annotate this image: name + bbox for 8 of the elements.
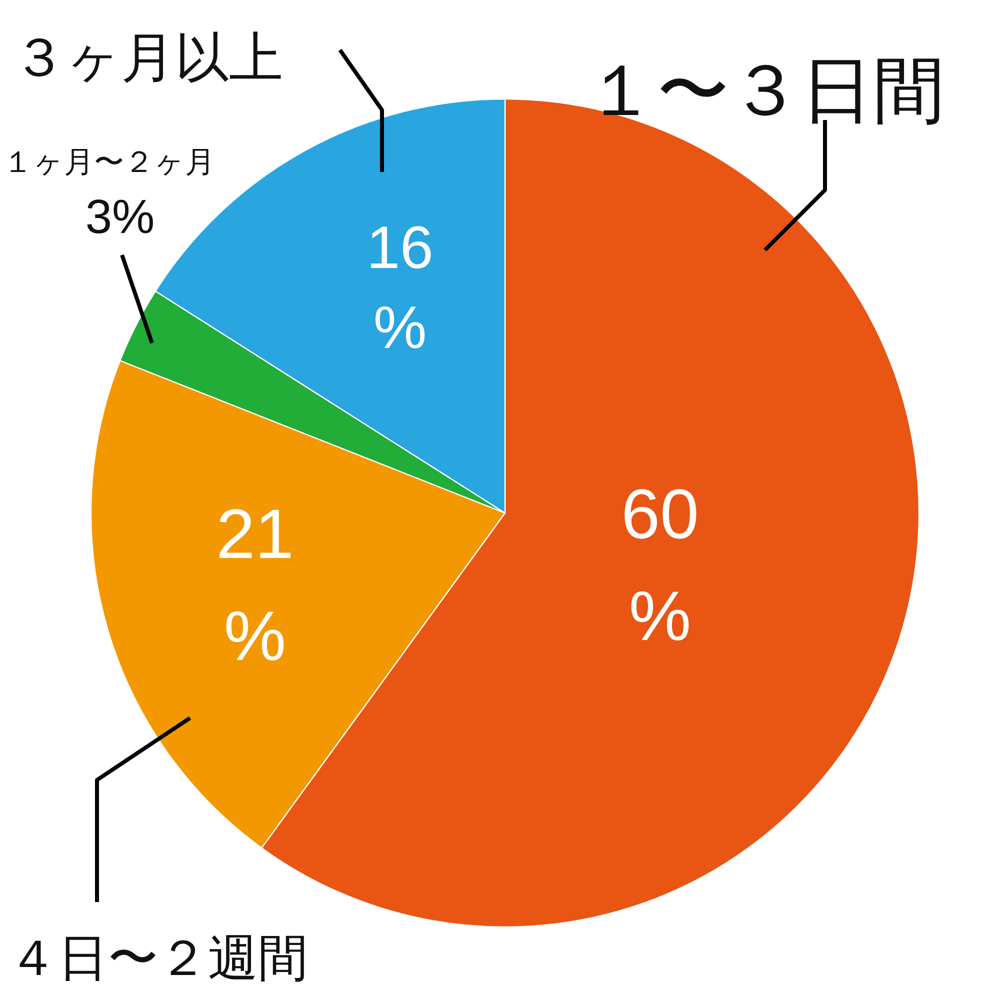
slice-label: １ヶ月〜２ヶ月 <box>3 146 215 179</box>
data-label: 60% <box>621 475 699 655</box>
data-label: 16% <box>366 214 434 361</box>
slice-label: ３ヶ月以上 <box>12 28 283 88</box>
data-label: 21% <box>216 495 294 675</box>
slice-label: １〜３日間 <box>585 51 945 131</box>
slice-label: ４日〜２週間 <box>8 930 308 986</box>
data-label: 3% <box>85 191 155 244</box>
